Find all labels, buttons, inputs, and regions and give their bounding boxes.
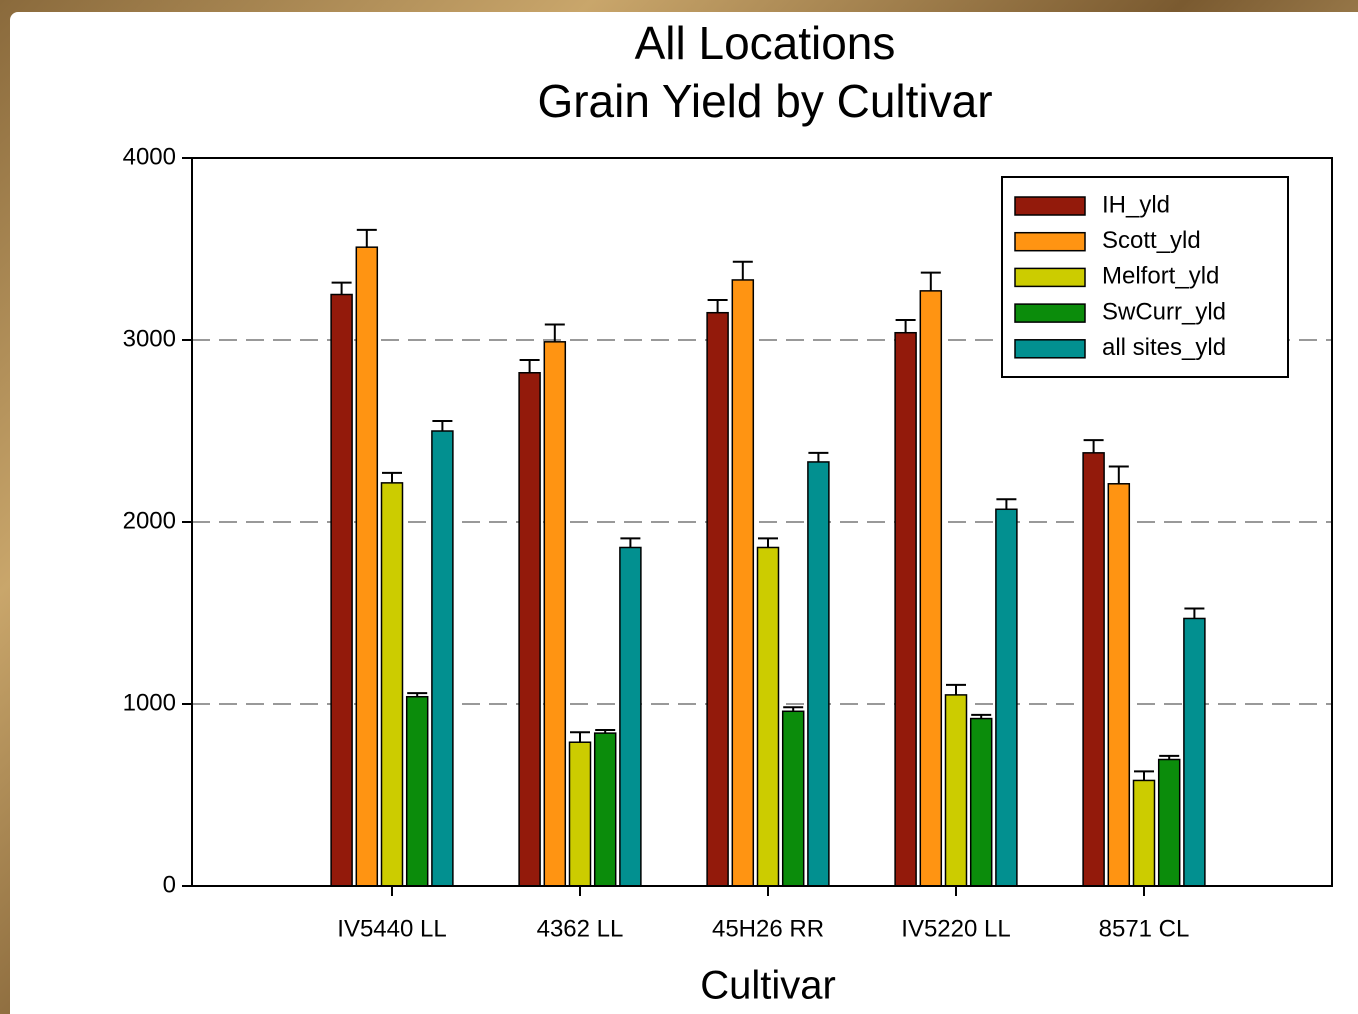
error-bar — [331, 281, 352, 295]
error-bar — [707, 298, 728, 313]
legend-label: Scott_yld — [1102, 227, 1201, 254]
bar — [1107, 483, 1131, 887]
error-bar — [519, 359, 540, 373]
bar — [944, 694, 968, 887]
x-tick-label: IV5440 LL — [337, 915, 446, 942]
error-bar — [920, 271, 941, 291]
bar — [1157, 758, 1181, 887]
legend-swatch — [1014, 303, 1086, 323]
x-tick-label: 45H26 RR — [712, 915, 824, 942]
bar — [355, 246, 379, 887]
error-bar — [1108, 465, 1129, 484]
error-bar — [895, 318, 916, 333]
bar — [894, 331, 917, 887]
x-tick-label: 4362 LL — [537, 915, 624, 942]
bar — [756, 546, 780, 887]
error-bar — [1184, 607, 1205, 619]
error-bar — [382, 471, 402, 483]
error-bar — [570, 731, 590, 743]
bar — [731, 279, 755, 887]
bar — [919, 290, 943, 887]
bar — [405, 695, 429, 887]
error-bar — [758, 537, 778, 548]
y-tick-label: 1000 — [123, 689, 176, 716]
error-bar — [971, 713, 992, 719]
legend-label: all sites_yld — [1102, 334, 1226, 361]
y-tick-label: 3000 — [123, 325, 176, 352]
bar — [330, 293, 353, 887]
legend-label: IH_yld — [1102, 191, 1170, 218]
error-bar — [1083, 439, 1104, 453]
bar — [619, 546, 642, 887]
legend-swatch — [1014, 339, 1086, 359]
bar — [593, 732, 617, 887]
error-bar — [356, 228, 377, 248]
bar — [380, 482, 404, 887]
legend-label: Melfort_yld — [1102, 263, 1219, 290]
error-bar — [544, 323, 565, 342]
bar — [543, 341, 567, 887]
bar — [431, 430, 454, 887]
plot-frame — [191, 157, 1333, 887]
bar — [781, 710, 805, 887]
x-tick-label: IV5220 LL — [901, 915, 1010, 942]
error-bar — [732, 260, 753, 280]
error-bar — [996, 498, 1017, 510]
y-tick-label: 2000 — [123, 507, 176, 534]
chart-panel — [10, 12, 1358, 1014]
error-bar — [946, 683, 966, 695]
bar — [969, 717, 993, 887]
bar — [706, 311, 729, 887]
y-tick-label: 0 — [163, 871, 176, 898]
bar — [1132, 779, 1156, 887]
error-bar — [595, 729, 616, 734]
bar — [1082, 452, 1105, 887]
x-axis-title: Cultivar — [700, 964, 836, 1008]
legend-swatch — [1014, 196, 1086, 216]
error-bar — [808, 451, 829, 462]
bar — [807, 461, 830, 887]
chart-title: Grain Yield by Cultivar — [537, 75, 992, 127]
bar — [568, 741, 592, 887]
legend-swatch — [1014, 231, 1086, 252]
legend-label: SwCurr_yld — [1102, 298, 1226, 325]
error-bar — [783, 706, 804, 712]
y-tick-label: 4000 — [123, 143, 176, 170]
bar — [1183, 617, 1206, 887]
bar — [518, 372, 541, 887]
legend-swatch — [1014, 267, 1086, 288]
error-bar — [407, 692, 428, 697]
chart-title: All Locations — [635, 17, 896, 69]
error-bar — [432, 419, 453, 431]
error-bar — [620, 537, 641, 548]
error-bar — [1159, 754, 1180, 760]
x-tick-label: 8571 CL — [1099, 915, 1190, 942]
bar — [995, 508, 1018, 887]
error-bar — [1134, 770, 1154, 781]
